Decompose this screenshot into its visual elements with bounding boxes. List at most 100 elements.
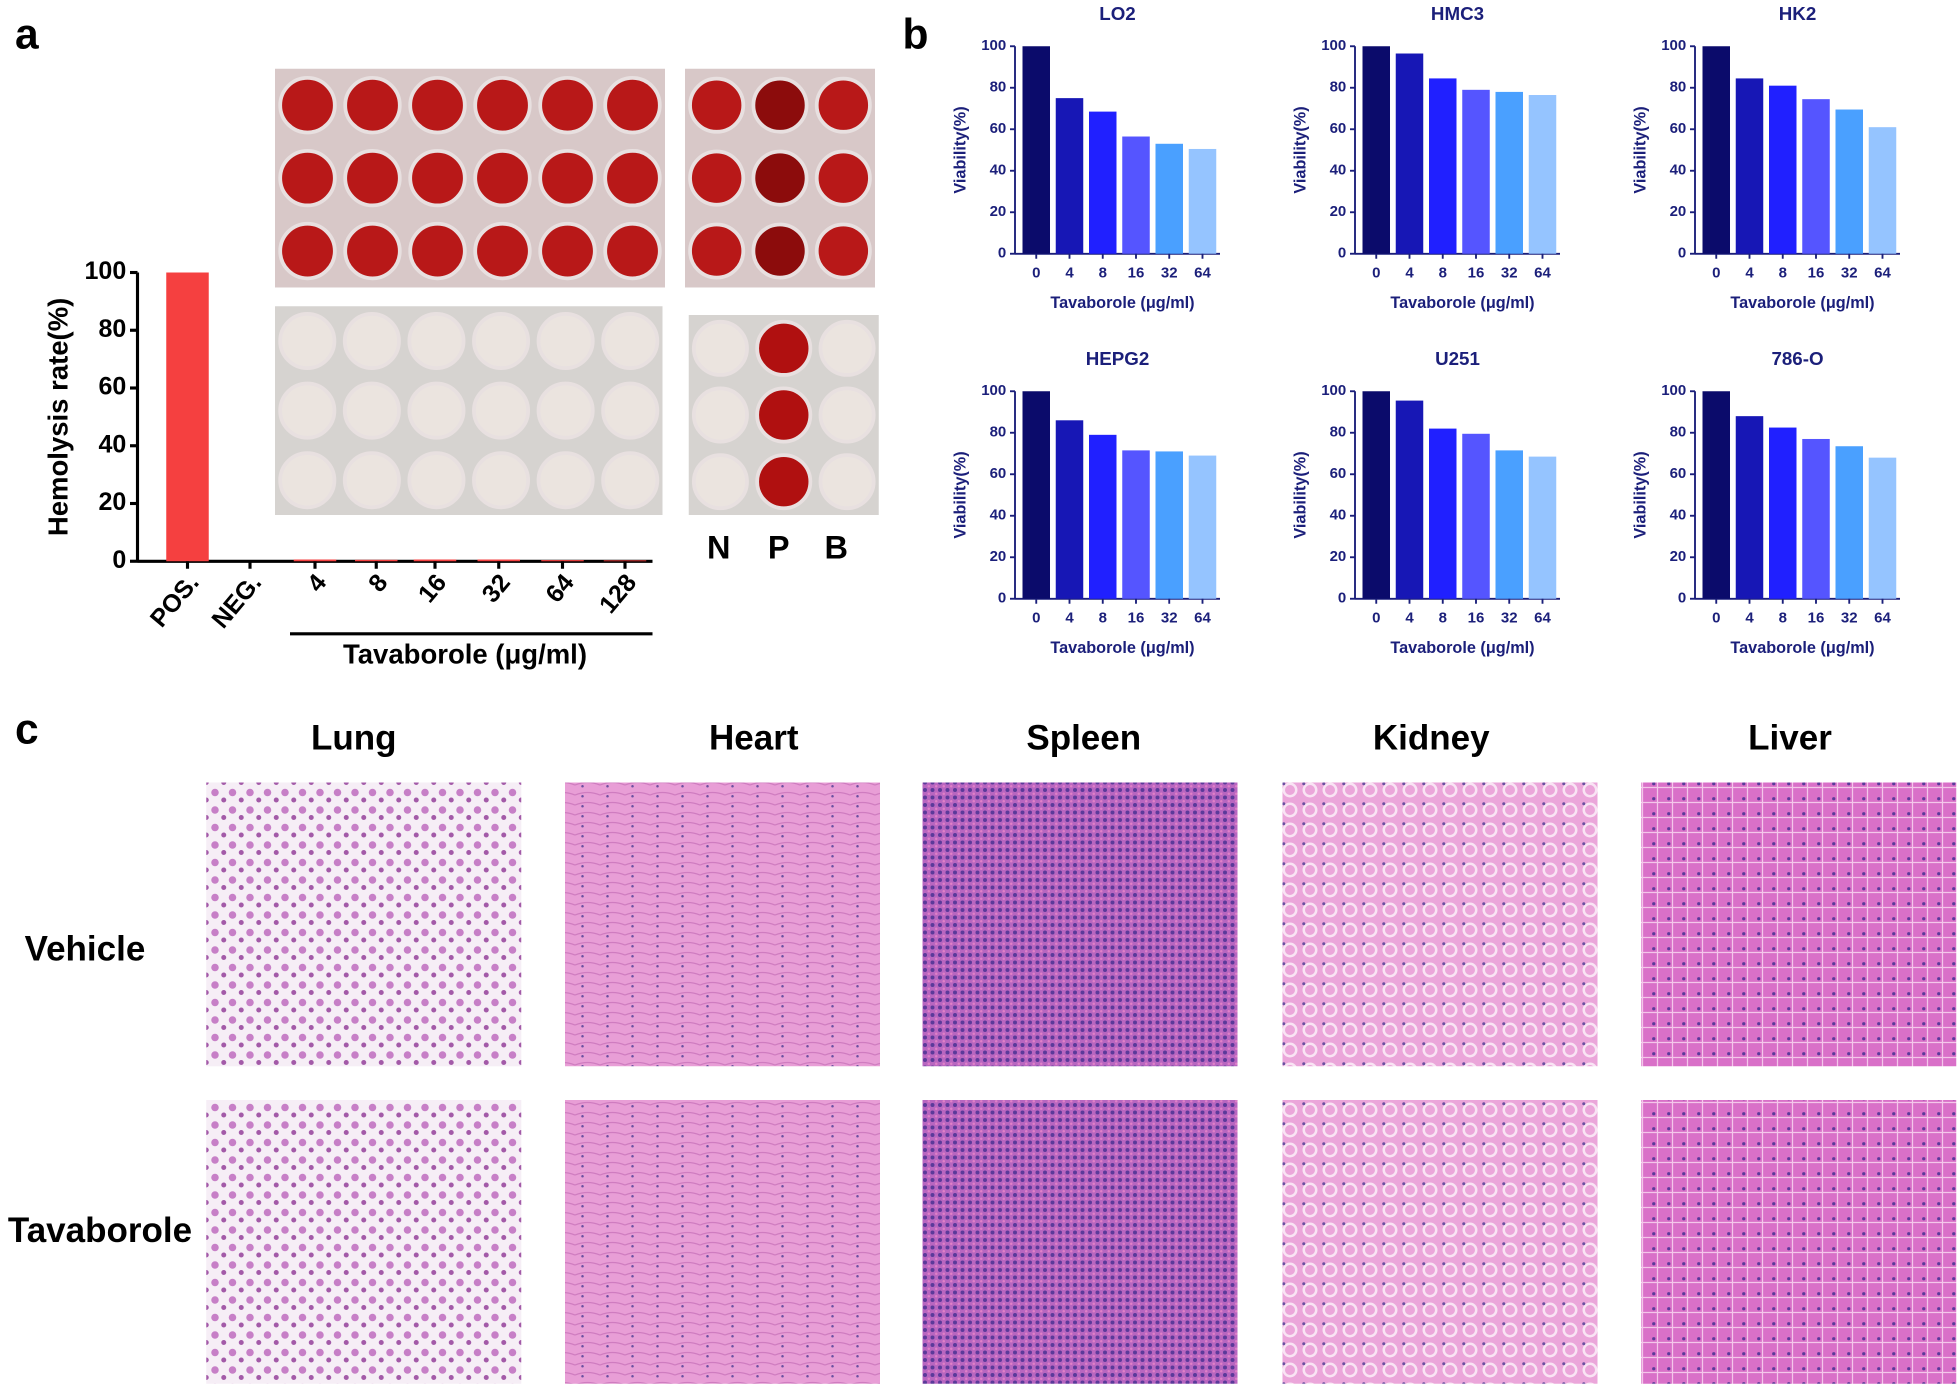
well [814, 76, 872, 134]
x-tick-label: 0 [1712, 265, 1720, 282]
y-axis-label: Viability(%) [952, 106, 970, 193]
chart-title: U251 [1435, 348, 1480, 369]
x-tick-label: 8 [363, 569, 393, 598]
well [472, 451, 531, 510]
well [691, 319, 749, 377]
y-tick-label: 80 [1330, 79, 1347, 96]
well [408, 221, 467, 281]
y-tick-label: 20 [1670, 203, 1687, 220]
x-tick-label: 32 [1161, 265, 1178, 282]
well [536, 381, 595, 440]
histology-image [922, 782, 1238, 1067]
bar [1769, 85, 1797, 254]
histology-image [1641, 1100, 1957, 1384]
well [688, 222, 746, 280]
well [472, 312, 531, 371]
x-tick-label: 4 [1405, 265, 1414, 282]
bar [1528, 456, 1557, 599]
well [408, 76, 467, 135]
x-axis-label: Tavaborole (μg/ml) [1730, 294, 1874, 312]
well [814, 149, 872, 207]
histology-image [1641, 782, 1957, 1067]
well [603, 221, 662, 281]
bar [413, 559, 457, 562]
x-tick-label: 32 [477, 569, 516, 608]
well [751, 149, 809, 207]
well [814, 222, 872, 280]
organ-title: Liver [1748, 718, 1832, 757]
y-axis-label: Viability(%) [1632, 106, 1650, 193]
y-tick-label: 20 [1670, 548, 1687, 565]
plate-label: P [768, 530, 790, 566]
y-tick-label: 0 [112, 546, 126, 574]
bar [1429, 428, 1457, 599]
well [818, 453, 876, 511]
bar [1429, 78, 1457, 254]
y-tick-label: 0 [998, 590, 1006, 607]
panel-label: b [903, 12, 929, 59]
well [473, 221, 532, 281]
bar [1155, 143, 1184, 254]
x-tick-label: 16 [1128, 610, 1145, 627]
well [688, 149, 746, 207]
well [751, 222, 809, 280]
histology-image [1282, 782, 1598, 1067]
well [408, 148, 467, 208]
x-tick-label: 16 [1128, 265, 1145, 282]
x-tick-label: 0 [1372, 265, 1380, 282]
y-tick-label: 20 [1330, 548, 1347, 565]
organ-title: Spleen [1026, 718, 1141, 757]
y-tick-label: 100 [1321, 37, 1346, 54]
well [278, 312, 337, 371]
plate-label: N [707, 530, 730, 566]
x-tick-label: 64 [1534, 610, 1551, 627]
x-tick-label: 16 [1808, 610, 1825, 627]
bar [1802, 438, 1830, 599]
y-tick-label: 0 [1338, 245, 1346, 262]
y-tick-label: 0 [1678, 245, 1686, 262]
plate-label: B [825, 530, 848, 566]
y-tick-label: 0 [1338, 590, 1346, 607]
group-label: Vehicle [25, 930, 146, 969]
x-tick-label: 0 [1372, 610, 1380, 627]
x-tick-label: 0 [1712, 610, 1720, 627]
bar [1868, 457, 1897, 599]
bar [1089, 434, 1117, 599]
x-tick-label: 32 [1841, 265, 1858, 282]
x-tick-label: 16 [413, 569, 452, 608]
bar [1462, 433, 1490, 599]
well [601, 451, 660, 510]
organ-title: Kidney [1373, 718, 1490, 757]
bar [1528, 95, 1557, 254]
bar [1055, 420, 1084, 599]
x-tick-label: 128 [594, 569, 642, 619]
x-tick-label: 4 [1745, 610, 1754, 627]
group-label: Tavaborole [8, 1211, 192, 1250]
organ-title: Lung [311, 718, 397, 757]
well [538, 148, 597, 208]
y-tick-label: 20 [98, 488, 126, 516]
x-tick-label: 4 [1065, 265, 1074, 282]
well [536, 451, 595, 510]
chart-title: HK2 [1779, 3, 1817, 24]
x-tick-label: 64 [1874, 265, 1891, 282]
x-tick-label: 8 [1439, 610, 1447, 627]
x-axis-label: Tavaborole (μg/ml) [1050, 294, 1194, 312]
well [342, 312, 401, 371]
y-tick-label: 100 [1321, 382, 1346, 399]
histology-images [206, 782, 1957, 1384]
y-tick-label: 20 [1330, 203, 1347, 220]
y-tick-label: 40 [1330, 162, 1347, 179]
x-axis-label: Tavaborole (μg/ml) [1730, 639, 1874, 657]
y-tick-label: 100 [1661, 37, 1686, 54]
bar [1495, 91, 1524, 254]
bar [1362, 46, 1390, 254]
x-tick-label: NEG. [206, 569, 267, 634]
plate-photo [275, 306, 663, 515]
well [342, 451, 401, 510]
panel-label: a [15, 12, 39, 59]
bar [1395, 400, 1424, 599]
bar [1022, 46, 1050, 254]
x-tick-label: 32 [1161, 610, 1178, 627]
